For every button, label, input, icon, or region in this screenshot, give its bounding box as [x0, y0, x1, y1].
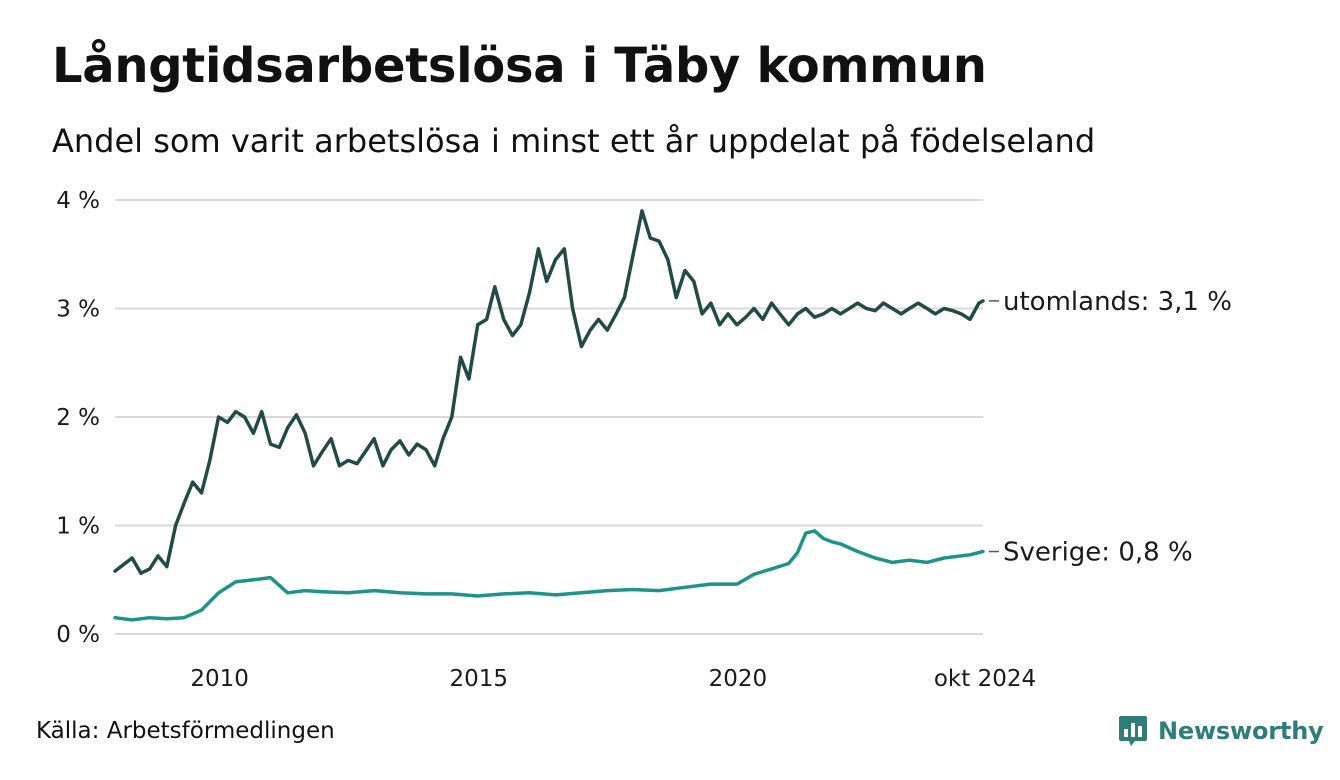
y-tick-label: 3 %	[56, 297, 100, 323]
end-label-sverige: Sverige: 0,8 %	[1003, 538, 1193, 568]
x-tick-label: 2015	[449, 666, 508, 692]
bar-chart-speech-bubble-icon	[1119, 716, 1147, 746]
y-tick-label: 0 %	[56, 622, 100, 648]
series-line-sverige	[113, 529, 985, 622]
brand-logo[interactable]: Newsworthy	[1118, 714, 1324, 748]
x-tick-label: okt 2024	[934, 666, 1036, 692]
chart-subtitle: Andel som varit arbetslösa i minst ett å…	[52, 122, 1096, 160]
x-tick-label: 2010	[190, 666, 249, 692]
x-tick-label: 2020	[709, 666, 768, 692]
source-note: Källa: Arbetsförmedlingen	[36, 718, 335, 744]
y-tick-label: 1 %	[56, 514, 100, 540]
y-tick-label: 4 %	[56, 188, 100, 214]
y-tick-label: 2 %	[56, 405, 100, 431]
end-label-utomlands: utomlands: 3,1 %	[1003, 287, 1232, 317]
series-line-utomlands	[113, 209, 985, 575]
chart-title: Långtidsarbetslösa i Täby kommun	[52, 38, 987, 94]
brand-name: Newsworthy	[1158, 717, 1324, 745]
